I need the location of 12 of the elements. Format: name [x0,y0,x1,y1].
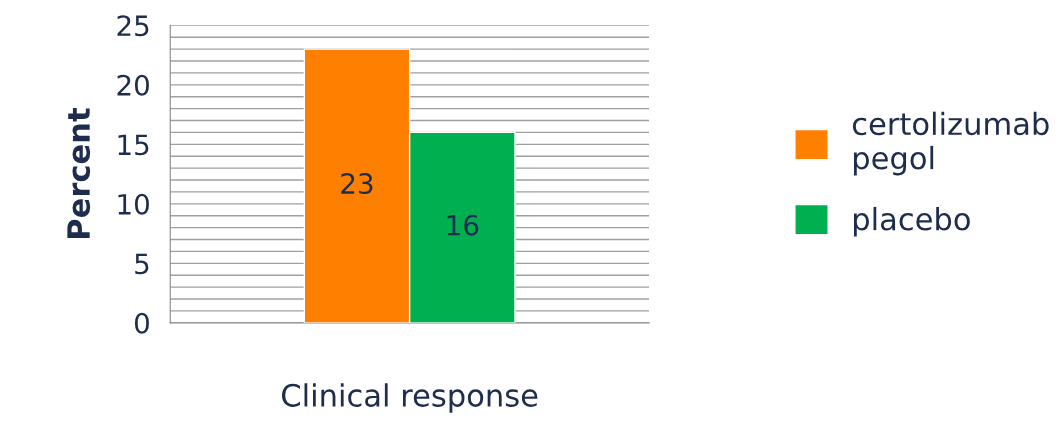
legend-label: certolizumab pegol [852,111,1049,176]
y-tick-label: 5 [135,253,149,275]
y-axis-title: Percent [67,108,91,238]
y-tick-label: 20 [117,74,149,96]
legend-label: placebo [854,206,970,237]
x-axis-title: Clinical response [282,383,538,413]
data-label: 23 [341,173,373,195]
y-tick-label: 0 [134,312,149,334]
y-tick-label: 10 [118,193,149,215]
y-tick-label: 15 [118,134,149,156]
data-label: 16 [447,214,479,236]
y-tick-label: 25 [117,15,149,37]
